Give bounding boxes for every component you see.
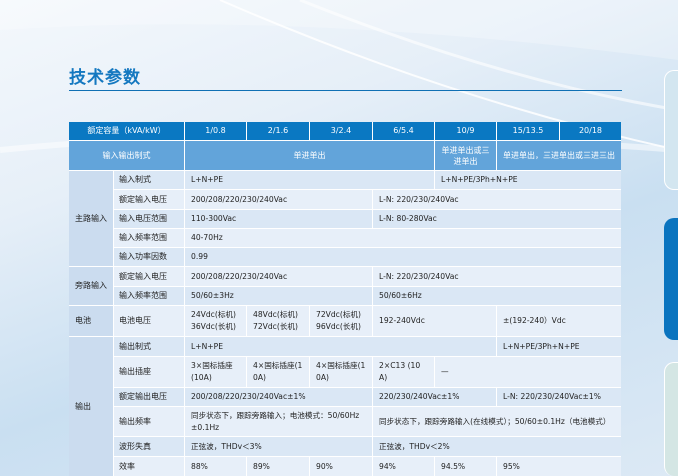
cell-value: 95% (497, 457, 621, 476)
row-label: 输出制式 (114, 337, 184, 356)
capacity-header: 6/5.4 (373, 122, 434, 140)
cell-value: — (435, 357, 621, 387)
group-label: 旁路输入 (69, 267, 113, 305)
cell-value: L+N+PE/3Ph+N+PE (435, 171, 621, 189)
cell-value: ±(192-240）Vdc (497, 306, 621, 336)
mode-value: 单进单出 (185, 141, 434, 170)
header-label: 额定容量（kVA/kW） (69, 122, 184, 140)
capacity-header: 2/1.6 (247, 122, 309, 140)
cell-value: 3×国标插座(10A) (185, 357, 246, 387)
row-label: 输入功率因数 (114, 248, 184, 266)
cell-value: 0.99 (185, 248, 621, 266)
cell-value: 200/208/220/230/240Vac (185, 190, 372, 209)
row-label: 波形失真 (114, 437, 184, 456)
cell-value: L+N+PE/3Ph+N+PE (497, 337, 621, 356)
row-label: 电池电压 (114, 306, 184, 336)
cell-value: L-N: 220/230/240Vac±1% (497, 388, 621, 406)
mode-value: 单进单出或三进单出 (435, 141, 496, 170)
row-label: 效率 (114, 457, 184, 476)
row-label: 额定输入电压 (114, 190, 184, 209)
cell-value: 50/60±6Hz (373, 287, 621, 305)
group-label: 电池 (69, 306, 113, 336)
row-label: 额定输出电压 (114, 388, 184, 406)
row-label: 输入电压范围 (114, 210, 184, 228)
cell-value: 4×国标插座(10A) (310, 357, 372, 387)
mode-value: 单进单出，三进单出或三进三出 (497, 141, 621, 170)
capacity-header: 10/9 (435, 122, 496, 140)
capacity-header: 15/13.5 (497, 122, 559, 140)
row-label: 输出插座 (114, 357, 184, 387)
cell-value: 94.5% (435, 457, 496, 476)
group-label: 输出 (69, 337, 113, 476)
page-title: 技术参数 (69, 68, 141, 88)
cell-value: 72Vdc(标机) 96Vdc(长机) (310, 306, 372, 336)
cell-value: 89% (247, 457, 309, 476)
cell-value: L+N+PE (185, 171, 434, 189)
mode-label: 输入输出制式 (69, 141, 184, 170)
cell-value: 88% (185, 457, 246, 476)
cell-value: L-N: 220/230/240Vac (373, 267, 621, 286)
cell-value: 40-70Hz (185, 229, 621, 247)
capacity-header: 1/0.8 (185, 122, 246, 140)
cell-value: 48Vdc(标机) 72Vdc(长机) (247, 306, 309, 336)
cell-value: 正弦波，THDv＜2% (373, 437, 621, 456)
capacity-header: 3/2.4 (310, 122, 372, 140)
side-tab[interactable] (664, 70, 678, 190)
spec-table: 额定容量（kVA/kW） 1/0.8 2/1.6 3/2.4 6/5.4 10/9 15/1… (69, 122, 621, 476)
cell-value: 2×C13 (10A) (373, 357, 434, 387)
row-label: 输出频率 (114, 407, 184, 436)
capacity-header: 20/18 (560, 122, 621, 140)
cell-value: 192-240Vdc (373, 306, 496, 336)
cell-value: 110-300Vac (185, 210, 372, 228)
side-tab-active[interactable] (664, 218, 678, 340)
cell-value: 90% (310, 457, 372, 476)
cell-value: 同步状态下，跟踪旁路输入；电池模式：50/60Hz±0.1Hz (185, 407, 372, 436)
cell-value: 同步状态下，跟踪旁路输入(在线模式）；50/60±0.1Hz（电池模式） (373, 407, 621, 436)
cell-value: 200/208/220/230/240Vac±1% (185, 388, 372, 406)
cell-value: 正弦波，THDv＜3% (185, 437, 372, 456)
row-label: 输入制式 (114, 171, 184, 189)
cell-value: L-N: 80-280Vac (373, 210, 621, 228)
group-label: 主路输入 (69, 171, 113, 266)
cell-value: 50/60±3Hz (185, 287, 372, 305)
title-divider (69, 90, 622, 91)
cell-value: 220/230/240Vac±1% (373, 388, 496, 406)
cell-value: 200/208/220/230/240Vac (185, 267, 372, 286)
side-tab[interactable] (664, 362, 678, 476)
cell-value: L+N+PE (185, 337, 496, 356)
cell-value: 4×国标插座(10A) (247, 357, 309, 387)
row-label: 额定输入电压 (114, 267, 184, 286)
row-label: 输入频率范围 (114, 287, 184, 305)
row-label: 输入频率范围 (114, 229, 184, 247)
cell-value: L-N: 220/230/240Vac (373, 190, 621, 209)
cell-value: 24Vdc(标机) 36Vdc(长机) (185, 306, 246, 336)
cell-value: 94% (373, 457, 434, 476)
